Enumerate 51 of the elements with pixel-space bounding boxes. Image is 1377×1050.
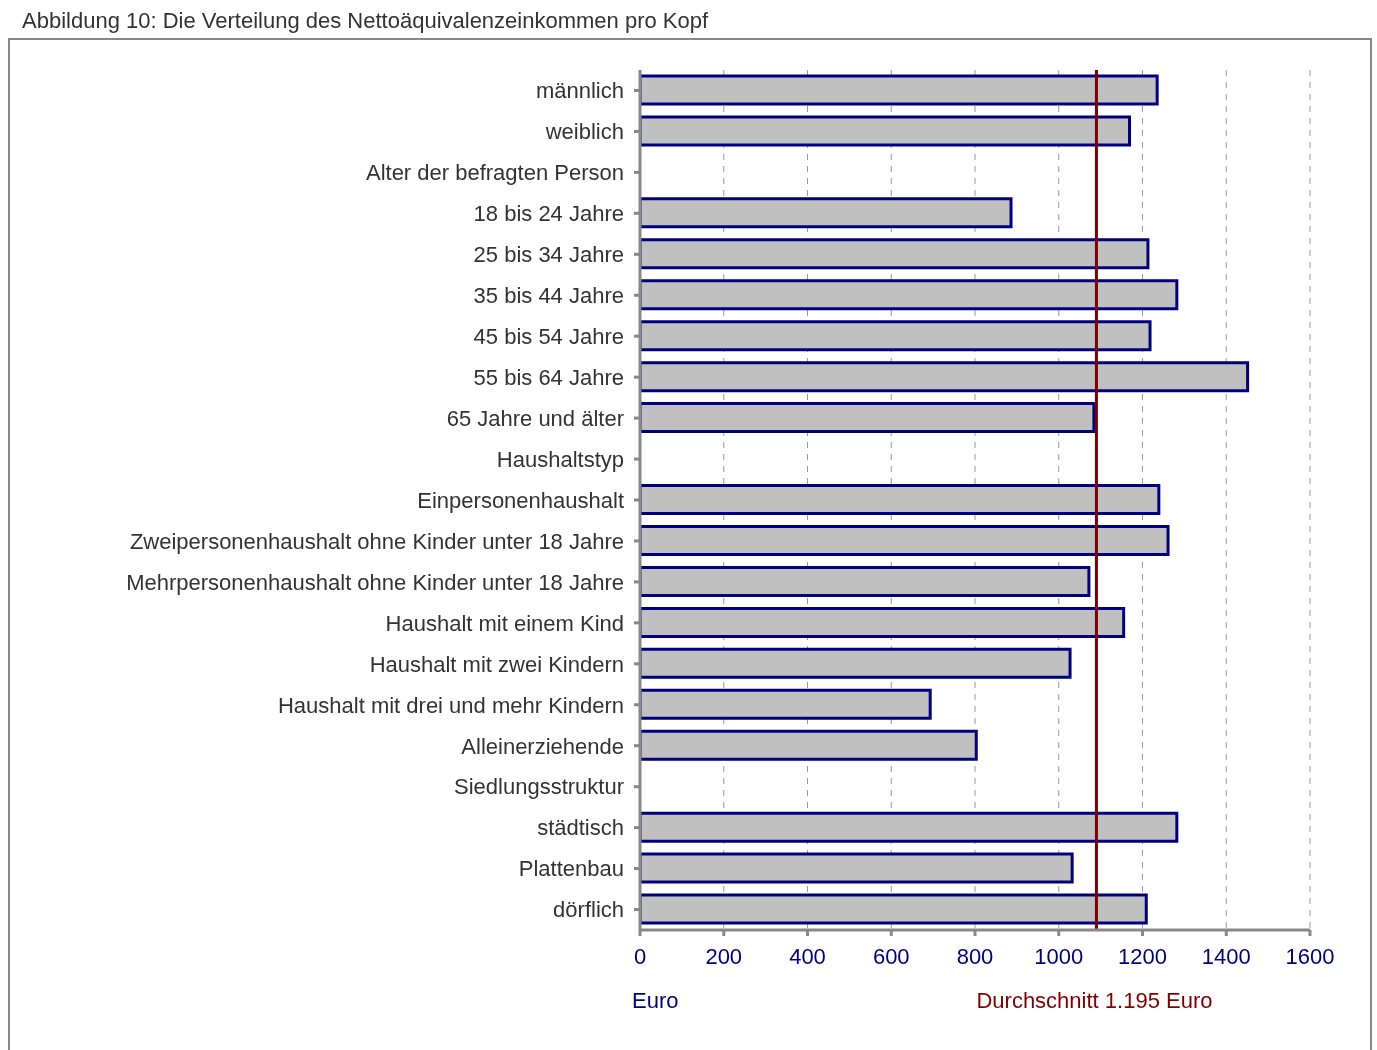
bar <box>640 320 1152 352</box>
bar <box>640 647 1072 679</box>
x-tick-label: 0 <box>633 943 647 969</box>
bar <box>640 688 932 720</box>
x-tick-label: 800 <box>956 943 994 969</box>
bar <box>640 74 1159 106</box>
y-tick-label: Plattenbau <box>518 856 624 882</box>
y-tick-label: Mehrpersonenhaushalt ohne Kinder unter 18 Jahre <box>126 569 624 595</box>
y-tick-label: Haushalt mit einem Kind <box>385 610 624 636</box>
y-tick-label: Siedlungsstruktur <box>454 774 624 800</box>
x-tick-label: 1000 <box>1034 943 1084 969</box>
bar <box>640 115 1132 147</box>
y-tick-label: dörflich <box>553 897 624 923</box>
bar <box>640 893 1148 925</box>
y-tick-label: Alleinerziehende <box>461 733 624 759</box>
x-tick-label: 400 <box>789 943 826 969</box>
bar <box>640 361 1250 393</box>
y-tick-label: städtisch <box>537 815 624 841</box>
y-tick-label: 18 bis 24 Jahre <box>473 201 624 227</box>
bar <box>640 238 1150 270</box>
bar <box>640 811 1179 843</box>
bar <box>640 279 1179 311</box>
y-tick-label: weiblich <box>544 119 624 145</box>
text: Abbildung 10: Die Verteilung des Nettoäquivalenzeinkommen pro Kopf <box>21 8 710 34</box>
y-tick-label: Haushalt mit zwei Kindern <box>369 651 624 677</box>
y-tick-label: Haushalt mit drei und mehr Kindern <box>277 692 624 718</box>
y-tick-label: 65 Jahre und älter <box>446 405 624 431</box>
bar <box>640 402 1096 434</box>
bar <box>640 852 1074 884</box>
x-tick-label: 1600 <box>1285 943 1335 969</box>
bar <box>640 524 1170 556</box>
x-tick-label: 200 <box>705 943 743 969</box>
y-tick-label: 25 bis 34 Jahre <box>473 242 624 268</box>
y-tick-label: Haushaltstyp <box>496 446 624 472</box>
y-tick-label: männlich <box>535 78 624 104</box>
bar <box>640 729 978 761</box>
y-tick-label: 55 bis 64 Jahre <box>473 364 624 390</box>
bar <box>640 606 1126 638</box>
y-tick-label: Alter der befragten Person <box>365 160 624 186</box>
y-tick-label: Einpersonenhaushalt <box>417 487 624 513</box>
x-axis-title: Euro <box>632 988 679 1014</box>
ref-line-label: Durchschnitt 1.195 Euro <box>976 988 1213 1014</box>
bar <box>640 565 1091 597</box>
y-tick-label: 35 bis 44 Jahre <box>473 283 624 309</box>
y-tick-label: Zweipersonenhaushalt ohne Kinder unter 18 Jahre <box>129 528 624 554</box>
bar <box>640 197 1013 229</box>
x-tick-label: 1400 <box>1201 943 1251 969</box>
y-tick-label: 45 bis 54 Jahre <box>473 324 624 349</box>
x-tick-label: 600 <box>872 943 910 969</box>
x-tick-label: 1200 <box>1118 943 1167 969</box>
bar <box>640 484 1161 516</box>
